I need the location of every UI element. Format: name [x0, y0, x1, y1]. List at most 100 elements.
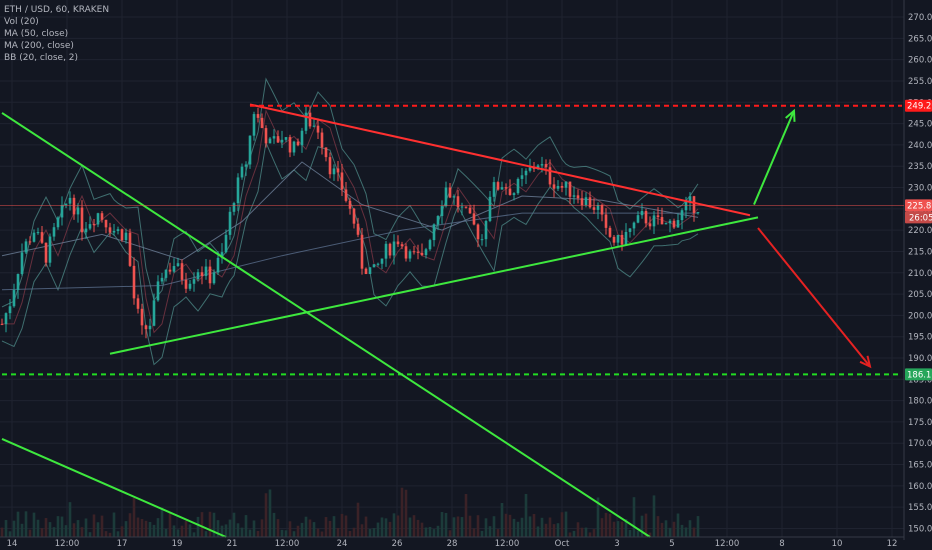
volume-bar — [28, 529, 32, 537]
candle-body — [604, 214, 608, 228]
candle-body — [308, 112, 312, 127]
candle-body — [152, 300, 156, 326]
candle-body — [156, 281, 160, 301]
candle-body — [236, 177, 240, 204]
candle-body — [500, 187, 504, 190]
volume-bar — [208, 511, 212, 537]
bullish-arrow[interactable] — [753, 110, 795, 205]
candle-body — [176, 263, 180, 267]
candle-body — [36, 232, 40, 234]
ascending-support[interactable] — [109, 216, 759, 355]
volume-bar — [144, 520, 148, 537]
price-tick-label: 165.00 — [908, 461, 932, 471]
candle-body — [348, 200, 352, 209]
candle-body — [196, 272, 200, 280]
falling-channel-upper[interactable] — [1, 112, 651, 538]
volume-bar — [300, 522, 304, 537]
falling-channel-lower[interactable] — [1, 438, 227, 538]
volume-bar — [80, 527, 84, 537]
candle-body — [0, 323, 4, 325]
candle-body — [256, 114, 260, 118]
price-tick-label: 190.00 — [908, 354, 932, 364]
volume-bar — [620, 521, 624, 537]
volume-bar — [140, 519, 144, 537]
volume-bar — [696, 516, 700, 537]
candle-body — [288, 137, 292, 153]
volume-bar — [312, 522, 316, 537]
volume-bar — [308, 519, 312, 537]
volume-bar — [688, 520, 692, 537]
candle-body — [300, 130, 304, 146]
candle-body — [580, 198, 584, 206]
candle-body — [220, 252, 224, 258]
volume-bar — [668, 527, 672, 537]
descending-resistance[interactable] — [249, 103, 751, 217]
volume-bar — [68, 502, 72, 537]
volume-bar — [168, 513, 172, 537]
candle-body — [480, 239, 484, 241]
volume-bar — [380, 517, 384, 537]
indicator-volume[interactable]: Vol (20) — [4, 17, 39, 27]
candle-body — [572, 195, 576, 197]
candle-body — [228, 211, 232, 235]
candle-body — [52, 227, 56, 237]
volume-bar — [412, 515, 416, 537]
volume-bar — [444, 512, 448, 537]
candle-body — [232, 203, 236, 212]
volume-bar — [304, 516, 308, 537]
volume-bar — [464, 493, 468, 537]
volume-bar — [600, 518, 604, 537]
volume-bar — [92, 514, 96, 537]
time-tick-label: 5 — [669, 539, 674, 549]
volume-bar — [16, 511, 20, 537]
volume-bar — [548, 517, 552, 537]
candle-body — [644, 211, 648, 224]
bearish-arrow[interactable] — [757, 227, 871, 368]
candle-body — [372, 264, 376, 268]
candle-body — [424, 249, 428, 256]
bollinger-upper — [1, 77, 699, 308]
indicator-ma200[interactable]: MA (200, close) — [4, 41, 74, 51]
volume-bar — [48, 522, 52, 537]
symbol-title[interactable]: ETH / USD, 60, KRAKEN — [4, 5, 110, 15]
indicator-ma50[interactable]: MA (50, close) — [4, 29, 69, 39]
candle-body — [468, 207, 472, 214]
trend-lines[interactable] — [1, 103, 902, 538]
bearish-arrow-head[interactable] — [859, 355, 872, 369]
candle-body — [388, 243, 392, 256]
indicator-bollinger[interactable]: BB (20, close, 2) — [4, 53, 79, 63]
candle-body — [212, 272, 216, 284]
volume-bar — [192, 532, 196, 537]
volume-bar — [348, 530, 352, 537]
volume-bar — [516, 521, 520, 537]
volume-bar — [604, 512, 608, 537]
volume-bar — [684, 527, 688, 537]
volume-bar — [196, 516, 200, 537]
bullish-arrow-head[interactable] — [785, 108, 796, 122]
candle-body — [384, 243, 388, 259]
time-tick-label: 12:00 — [495, 539, 520, 549]
volume-bar — [664, 520, 668, 537]
candle-body — [12, 290, 16, 307]
candle-body — [628, 228, 632, 232]
candle-body — [436, 216, 440, 225]
candle-body — [432, 224, 436, 241]
candle-body — [192, 279, 196, 284]
price-labels: 249.20 225.80 186.16 26:05 — [0, 99, 932, 381]
candle-body — [48, 236, 52, 263]
candle-body — [536, 165, 540, 169]
volume-bar — [220, 525, 224, 537]
volume-bar — [292, 531, 296, 537]
time-axis[interactable]: 14 12:00 17 19 21 12:00 24 26 28 12:00 Oct 3 5 12:00 8… — [7, 539, 898, 549]
candle-body — [248, 135, 252, 165]
candle-body — [260, 117, 264, 129]
volume-bar — [0, 527, 4, 537]
volume-bar — [408, 517, 412, 537]
price-tick-label: 170.00 — [908, 439, 932, 449]
candle-body — [268, 138, 272, 144]
volume-bar — [556, 523, 560, 537]
time-tick-label: 10 — [832, 539, 843, 549]
volume-bar — [40, 528, 44, 537]
